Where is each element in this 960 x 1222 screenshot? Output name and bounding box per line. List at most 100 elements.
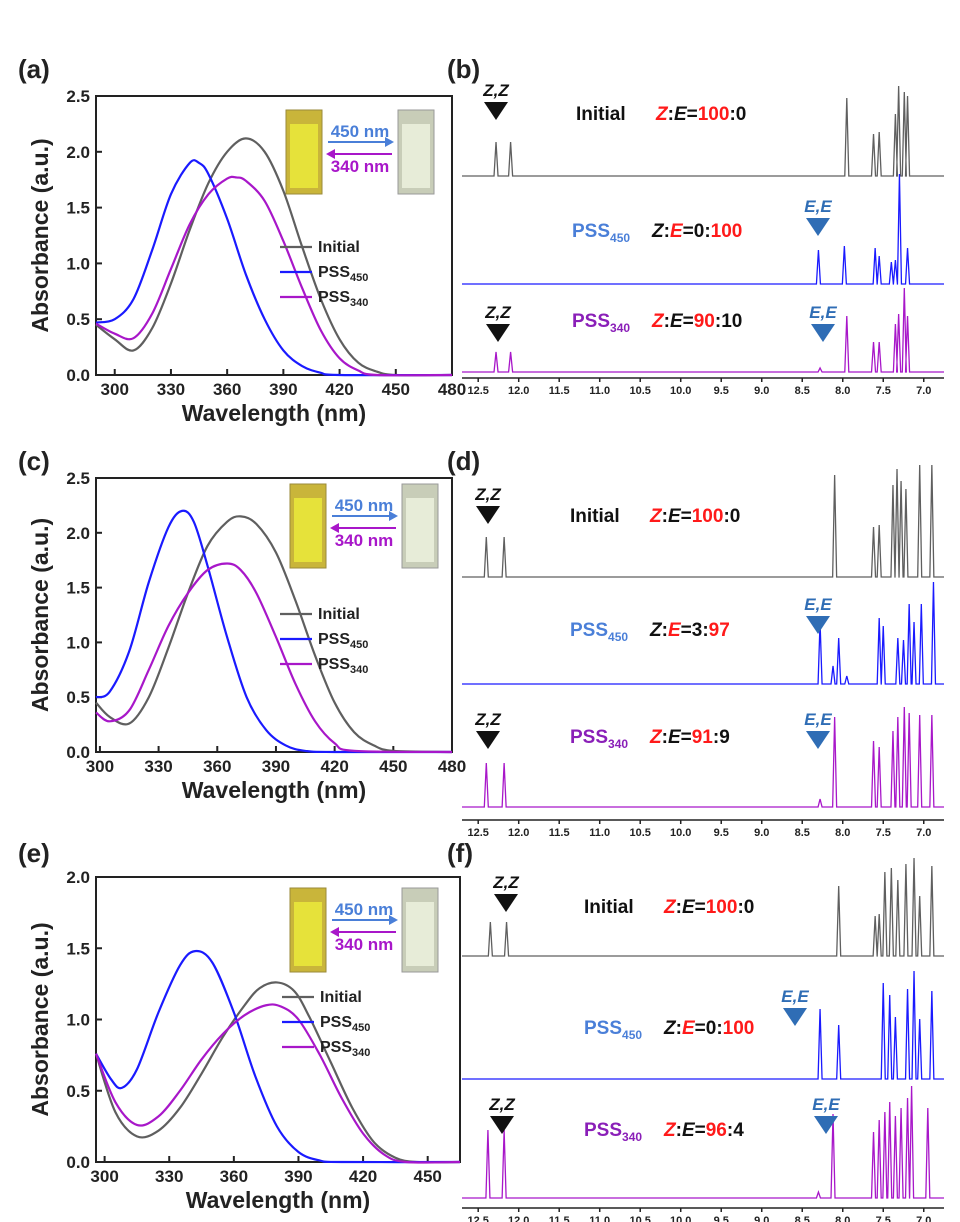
ratio-z: Z — [651, 311, 665, 332]
series-line-pss340 — [95, 175, 453, 377]
legend-subscript: 340 — [350, 297, 368, 309]
ratio-b: 0 — [730, 506, 741, 527]
y-tick-label: 0.0 — [66, 743, 90, 762]
spectrum-pss340 — [462, 706, 944, 808]
ratio-colon: : — [662, 727, 668, 748]
ratio-colon: : — [676, 1120, 682, 1141]
legend-label-initial: Initial — [318, 606, 360, 623]
series-line-initial — [95, 515, 453, 754]
arrow-left-icon-head — [330, 523, 339, 533]
arrow-label-forward: 450 nm — [331, 122, 390, 141]
y-axis-label: Absorbance (a.u.) — [27, 518, 53, 712]
ratio-z: Z — [663, 1018, 677, 1039]
legend-text: PSS — [318, 656, 350, 673]
ratio-colon: : — [676, 1018, 682, 1039]
marker-zz-initial-label: Z,Z — [482, 81, 509, 100]
cuvette-yellow-liquid — [294, 902, 322, 966]
label-sub: 340 — [608, 737, 628, 751]
ratio-colon: : — [664, 311, 670, 332]
x-tick-label: 450 — [414, 1167, 442, 1186]
ratio-colon: : — [676, 897, 682, 918]
x-tick-label: 300 — [90, 1167, 118, 1186]
marker-ee-pss450-label: E,E — [804, 595, 832, 614]
ratio-b: 0 — [744, 897, 755, 918]
y-tick-label: 0.5 — [66, 688, 90, 707]
marker-zz-initial-label: Z,Z — [492, 873, 519, 892]
uv-chart-c: 300 330 360 390 420 450 480 0.0 0.5 1.0 1.5 2.0 2.5 W… — [27, 469, 466, 803]
x-tick-label: 300 — [101, 380, 129, 399]
ratio-colon: : — [664, 221, 670, 242]
x-tick-label: 480 — [438, 757, 466, 776]
spectrum-label-pss340: PSS340 — [584, 1120, 642, 1144]
ppm-tick-label: 10.5 — [630, 1215, 651, 1222]
legend-label-pss450: PSS450 — [318, 264, 368, 284]
ppm-tick-label: 11.0 — [589, 385, 610, 397]
arrow-right-icon-head — [389, 511, 398, 521]
ratio-pss450: Z:E=3:97 — [649, 620, 730, 641]
x-tick-label: 450 — [379, 757, 407, 776]
marker-zz-pss340-label: Z,Z — [484, 303, 511, 322]
ratio-colon: : — [662, 620, 668, 641]
y-axis-label: Absorbance (a.u.) — [27, 138, 53, 332]
ppm-tick-label: 12.5 — [467, 827, 488, 839]
down-triangle-icon — [484, 102, 508, 120]
ratio-a: 100 — [706, 897, 738, 918]
legend-text: PSS — [318, 289, 350, 306]
ratio-b: 0 — [736, 104, 747, 125]
ratio-eq: = — [681, 506, 692, 527]
ratio-sep: : — [723, 506, 729, 527]
legend-label-pss450: PSS450 — [320, 1014, 370, 1034]
ratio-pss340: Z:E=91:9 — [649, 727, 730, 748]
y-tick-label: 0.5 — [66, 310, 90, 329]
cuvette-yellow-liquid — [294, 498, 322, 562]
label-sub: 450 — [622, 1028, 642, 1042]
ppm-tick-label: 11.5 — [549, 827, 570, 839]
ratio-z: Z — [649, 727, 663, 748]
ppm-tick-label: 11.5 — [549, 385, 570, 397]
ppm-tick-label: 8.5 — [795, 827, 810, 839]
legend-label-pss450: PSS450 — [318, 631, 368, 651]
y-tick-label: 1.5 — [66, 579, 90, 598]
label-sub: 340 — [610, 321, 630, 335]
label-sub: 450 — [610, 231, 630, 245]
ppm-tick-label: 9.0 — [754, 385, 769, 397]
legend-subscript: 450 — [352, 1022, 370, 1034]
series-line-pss450 — [95, 949, 461, 1164]
spectrum-label-initial: Initial — [584, 897, 634, 918]
ratio-z: Z — [663, 897, 677, 918]
ratio-e: E — [682, 1018, 696, 1039]
ratio-initial: Z:E=100:0 — [649, 506, 740, 527]
ratio-e: E — [668, 506, 682, 527]
spectrum-initial — [462, 464, 944, 578]
ppm-tick-label: 10.5 — [630, 827, 651, 839]
down-triangle-icon — [486, 324, 510, 342]
ratio-pss450: Z:E=0:100 — [651, 221, 742, 242]
label-base: PSS — [584, 1120, 622, 1141]
nmr-chart-b: 12.5 12.0 11.5 11.0 10.5 10.0 9.5 9.0 8.5 8.0 7.5 7… — [462, 81, 944, 397]
ppm-tick-label: 9.5 — [714, 1215, 729, 1222]
y-tick-label: 1.0 — [66, 254, 90, 273]
ppm-tick-label: 8.0 — [835, 1215, 850, 1222]
nmr-chart-f: 12.5 12.0 11.5 11.0 10.5 10.0 9.5 9.0 8.5 8.0 7.5 7… — [462, 857, 944, 1222]
ratio-eq: = — [695, 1120, 706, 1141]
ratio-sep: : — [715, 311, 721, 332]
y-tick-label: 1.5 — [66, 199, 90, 218]
ppm-tick-label: 9.5 — [714, 385, 729, 397]
panel-label-a: (a) — [18, 54, 50, 84]
label-base: PSS — [570, 620, 608, 641]
arrow-label-back: 340 nm — [335, 935, 394, 954]
spectrum-label-pss450: PSS450 — [570, 620, 628, 644]
legend-subscript: 340 — [350, 664, 368, 676]
ratio-a: 96 — [706, 1120, 727, 1141]
label-sub: 340 — [622, 1130, 642, 1144]
ratio-eq: = — [687, 104, 698, 125]
ppm-tick-label: 11.0 — [589, 827, 610, 839]
ratio-a: 90 — [694, 311, 715, 332]
arrow-left-icon-head — [330, 927, 339, 937]
cuvette-pale-liquid — [406, 902, 434, 966]
x-tick-label: 330 — [144, 757, 172, 776]
ppm-tick-label: 8.0 — [835, 827, 850, 839]
ppm-tick-label: 7.5 — [876, 827, 891, 839]
spectrum-pss340 — [462, 287, 944, 373]
marker-ee-pss340-label: E,E — [809, 303, 837, 322]
